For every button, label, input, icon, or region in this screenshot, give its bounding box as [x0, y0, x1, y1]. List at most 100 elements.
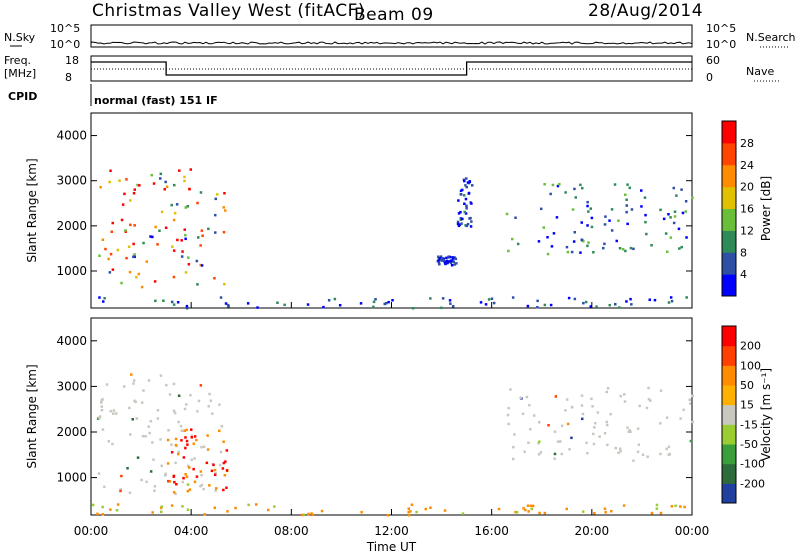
velocity-cell [553, 457, 556, 460]
nave-tick-low: 0 [706, 71, 713, 84]
colorbar-swatch [722, 345, 736, 366]
velocity-cell [507, 406, 510, 410]
velocity-cell [96, 512, 99, 516]
power-cell [437, 255, 440, 258]
power-cell [463, 194, 466, 197]
velocity-cell [585, 441, 588, 445]
velocity-cell [101, 513, 105, 516]
power-cell [586, 204, 589, 208]
velocity-cell [522, 507, 525, 510]
freq-tick-low: 8 [65, 71, 72, 84]
power-cell [451, 305, 455, 308]
power-cell [669, 216, 672, 219]
power-cell [505, 212, 509, 216]
velocity-cell [192, 467, 195, 471]
power-cell [479, 301, 483, 304]
power-cell [625, 210, 628, 214]
power-cell [456, 220, 460, 224]
velocity-cell [200, 474, 203, 477]
power-cell [570, 250, 574, 254]
velocity-cell [234, 506, 237, 510]
power-cell [448, 299, 452, 302]
power-cell [680, 245, 683, 249]
power-cell [678, 247, 681, 250]
velocity-cell [514, 510, 517, 514]
velocity-cell [667, 445, 671, 449]
freq-panel: Freq. [MHz] 18 8 60 0 Nave [4, 54, 780, 84]
velocity-cell [133, 379, 136, 382]
velocity-cell [580, 404, 584, 407]
velocity-cell [617, 451, 620, 455]
velocity-cell [185, 475, 189, 479]
velocity-cell [213, 506, 216, 509]
power-cell [625, 204, 628, 207]
velocity-cell [528, 403, 531, 407]
velocity-cell [199, 470, 203, 473]
y-tick-label: 1000 [56, 471, 87, 485]
velocity-cell [101, 505, 104, 509]
power-cell [172, 218, 176, 222]
velocity-cell [195, 438, 198, 442]
power-cell [469, 225, 473, 228]
power-cell [154, 299, 157, 303]
velocity-cell [149, 470, 153, 473]
power-cell [590, 216, 594, 220]
velocity-cell [537, 442, 540, 445]
power-cell [164, 226, 168, 229]
power-cell [178, 169, 181, 172]
velocity-cell [177, 450, 180, 454]
velocity-cell [556, 440, 560, 443]
velocity-cell [659, 511, 663, 515]
colorbar-swatch [722, 164, 736, 188]
velocity-cell [206, 448, 210, 451]
power-cell [581, 186, 584, 190]
nave-tick-high: 60 [706, 54, 720, 67]
velocity-cell [226, 510, 229, 513]
power-cell [189, 168, 192, 171]
power-cell [173, 211, 177, 215]
velocity-cell [506, 413, 510, 417]
velocity-cell [679, 417, 682, 420]
freq-unit: [MHz] [4, 67, 36, 80]
power-cell [186, 205, 189, 208]
velocity-cell [641, 453, 645, 456]
power-cell [592, 251, 595, 254]
power-cell [159, 177, 162, 180]
velocity-cell [160, 505, 163, 508]
velocity-cell [160, 464, 163, 468]
power-cell [196, 283, 199, 286]
power-cell [116, 248, 120, 252]
power-cell [226, 303, 230, 307]
power-cell [125, 178, 128, 181]
power-cell [223, 282, 226, 286]
velocity-cell [649, 399, 652, 402]
velocity-cell [173, 480, 176, 484]
velocity-cell [603, 507, 607, 510]
power-cell [162, 299, 165, 302]
velocity-cell [209, 399, 213, 402]
velocity-cell [638, 404, 641, 408]
y-tick-label: 4000 [56, 129, 87, 143]
velocity-cell [185, 403, 188, 406]
power-cell [183, 228, 186, 231]
colorbar-tick-label: 12 [740, 224, 754, 237]
power-cell [629, 246, 633, 250]
velocity-cell [184, 473, 187, 476]
power-cell [98, 296, 101, 299]
velocity-cell [525, 395, 529, 399]
velocity-cell [409, 510, 412, 513]
colorbar-tick-label: -15 [740, 418, 758, 431]
power-cell [586, 200, 589, 204]
velocity-cell [507, 422, 510, 426]
freq-trace [91, 61, 692, 76]
colorbar-tick-label: 15 [740, 399, 754, 412]
power-cell [156, 243, 159, 246]
velocity-cell [174, 461, 177, 465]
power-cell [549, 303, 553, 307]
velocity-cell [603, 432, 607, 435]
power-cell [589, 207, 592, 210]
velocity-cell [148, 431, 151, 435]
colorbar-tick-label: 100 [740, 359, 761, 372]
velocity-cell [193, 480, 197, 484]
power-cell [372, 300, 376, 304]
